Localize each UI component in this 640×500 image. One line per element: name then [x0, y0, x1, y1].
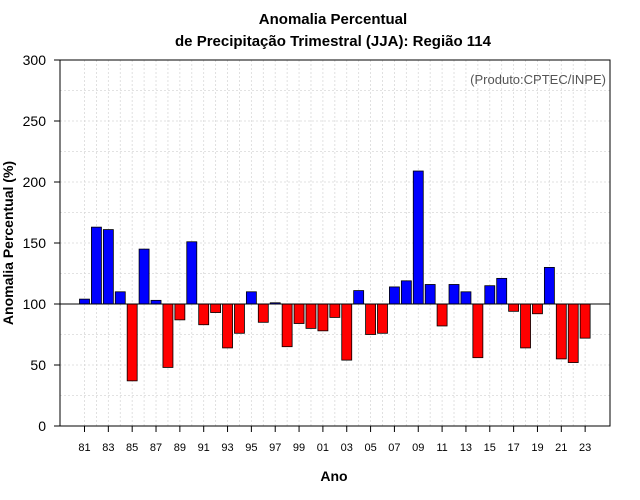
bar-07 — [389, 286, 400, 305]
plot-frame — [59, 59, 611, 427]
x-tick-label: 11 — [436, 442, 447, 454]
bar-99 — [293, 303, 305, 324]
x-tick-label: 03 — [341, 442, 353, 454]
bar-22 — [567, 303, 579, 363]
bar-12 — [448, 284, 460, 305]
bar-91 — [198, 303, 210, 326]
x-tick-label: 01 — [317, 442, 329, 454]
credit-annotation: (Produto:CPTEC/INPE) — [470, 72, 606, 87]
bar-92 — [210, 303, 222, 313]
bar-19 — [532, 303, 543, 315]
bar-87 — [150, 299, 162, 305]
bar-13 — [460, 291, 472, 305]
x-tick-label: 09 — [412, 442, 424, 454]
bar-11 — [436, 303, 448, 327]
x-tick-label: 91 — [198, 442, 210, 454]
bar-89 — [174, 303, 186, 321]
x-tick-label: 93 — [221, 442, 233, 454]
x-axis-ticks: 81 83 85 87 89 91 93 95 97 99 01 03 05 07 09 11 13 15 17 19… — [78, 426, 591, 454]
bar-16 — [496, 277, 508, 305]
bar-84 — [114, 291, 126, 305]
bar-03 — [341, 303, 353, 361]
bar-23 — [579, 303, 591, 339]
bar-82 — [91, 226, 102, 305]
y-tick-label: 300 — [23, 52, 47, 68]
bar-88 — [162, 303, 174, 368]
bar-98 — [281, 303, 293, 348]
x-tick-label: 87 — [150, 442, 162, 454]
y-tick-label: 0 — [38, 418, 46, 434]
bar-08 — [400, 280, 412, 305]
bar-02 — [329, 303, 341, 318]
x-tick-label: 97 — [269, 442, 281, 454]
x-tick-label: 21 — [555, 442, 567, 454]
bar-14 — [472, 303, 484, 359]
bars — [79, 170, 591, 382]
y-tick-label: 100 — [23, 296, 47, 312]
x-tick-label: 95 — [245, 442, 257, 454]
bar-90 — [186, 241, 198, 305]
bar-10 — [424, 284, 436, 305]
bar-20 — [543, 266, 555, 305]
bar-81 — [79, 298, 90, 305]
bar-01 — [317, 303, 329, 332]
x-tick-label: 05 — [364, 442, 376, 454]
bar-09 — [412, 170, 424, 305]
x-axis-title: Ano — [320, 468, 347, 484]
x-tick-label: 99 — [293, 442, 305, 454]
x-tick-label: 15 — [484, 442, 496, 454]
y-tick-label: 150 — [23, 235, 47, 251]
x-tick-label: 83 — [102, 442, 114, 454]
bar-95 — [245, 291, 257, 305]
y-tick-label: 200 — [23, 174, 47, 190]
grid-lines — [60, 60, 610, 426]
bar-06 — [377, 303, 388, 334]
x-tick-label: 81 — [78, 442, 90, 454]
bar-96 — [257, 303, 269, 323]
bar-05 — [365, 303, 376, 335]
bar-17 — [508, 303, 520, 312]
bar-86 — [138, 248, 150, 305]
x-tick-label: 85 — [126, 442, 138, 454]
bar-93 — [222, 303, 233, 349]
bar-85 — [126, 303, 138, 382]
y-tick-label: 50 — [30, 357, 46, 373]
bar-00 — [305, 303, 317, 329]
x-tick-label: 17 — [507, 442, 519, 454]
y-axis-ticks: 0 50 100 150 200 250 300 — [23, 52, 60, 434]
bar-94 — [234, 303, 245, 334]
chart-title-line1: Anomalia Percentual — [259, 11, 407, 28]
y-tick-label: 250 — [23, 113, 47, 129]
bar-04 — [353, 290, 365, 305]
x-tick-label: 07 — [388, 442, 400, 454]
chart-title-line2: de Precipitação Trimestral (JJA): Região… — [175, 33, 492, 50]
x-tick-label: 13 — [460, 442, 472, 454]
bar-21 — [555, 303, 567, 360]
y-axis-title: Anomalia Percentual (%) — [0, 161, 16, 325]
x-tick-label: 89 — [174, 442, 186, 454]
bar-83 — [102, 229, 114, 305]
x-tick-label: 19 — [531, 442, 543, 454]
x-tick-label: 23 — [579, 442, 591, 454]
bar-18 — [520, 303, 531, 349]
bar-15 — [484, 285, 496, 305]
